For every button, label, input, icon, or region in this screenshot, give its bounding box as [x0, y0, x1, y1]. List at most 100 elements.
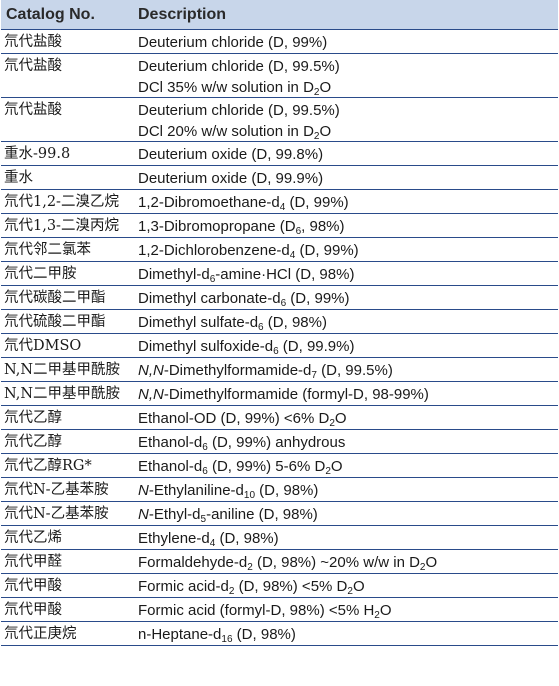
description-line: N,N-Dimethylformamide (formyl-D, 98-99%): [138, 384, 558, 405]
subscript: 2: [313, 131, 320, 142]
subscript: 2: [325, 466, 331, 477]
text-segment: Formic acid (formyl-D, 98%) <5% H: [138, 602, 375, 619]
table-row: 氘代硫酸二甲酯 Dimethyl sulfate-d6 (D, 98%): [1, 310, 558, 334]
description-line: n-Heptane-d16 (D, 98%): [138, 624, 558, 645]
table-row: 氘代盐酸 Deuterium chloride (D, 99.5%) DCl 20%…: [1, 98, 558, 142]
table-row: 氘代甲醛 Formaldehyde-d2 (D, 98%) ~20% w/w in…: [1, 550, 558, 574]
table-body: 氘代盐酸 Deuterium chloride (D, 99%) 氘代盐酸 Deute…: [1, 30, 558, 646]
text-segment: -Dimethylformamide (formyl-D, 98-99%): [163, 386, 429, 403]
table-row: N,N二甲基甲酰胺 N,N-Dimethylformamide (formyl-D…: [1, 382, 558, 406]
text-segment: N: [138, 482, 149, 499]
description-line: Dimethyl sulfoxide-d6 (D, 99.9%): [138, 336, 558, 357]
subscript: 6: [258, 322, 264, 333]
table-row: 氘代DMSO Dimethyl sulfoxide-d6 (D, 99.9%): [1, 334, 558, 358]
text-segment: Dimethyl-d: [138, 266, 210, 283]
description-line: N-Ethylaniline-d10 (D, 98%): [138, 480, 558, 501]
description-line: Deuterium chloride (D, 99.5%): [138, 100, 558, 121]
table-row: N,N二甲基甲酰胺 N,N-Dimethylformamide-d7 (D, 99…: [1, 358, 558, 382]
description-line: Formaldehyde-d2 (D, 98%) ~20% w/w in D2O: [138, 552, 558, 573]
subscript: 6: [202, 466, 208, 477]
table-row: 氘代1,2-二溴乙烷 1,2-Dibromoethane-d4 (D, 99%): [1, 190, 558, 214]
description-cell: Deuterium chloride (D, 99.5%) DCl 35% w/w…: [135, 54, 558, 98]
text-segment: Dimethyl sulfoxide-d: [138, 338, 274, 355]
description-cell: Deuterium oxide (D, 99.9%): [135, 166, 558, 189]
description-cell: Ethanol-OD (D, 99%) <6% D2O: [135, 406, 558, 429]
description-line: N,N-Dimethylformamide-d7 (D, 99.5%): [138, 360, 558, 381]
description-cell: Deuterium chloride (D, 99.5%) DCl 20% w/w…: [135, 98, 558, 142]
text-segment: (D, 98%): [215, 530, 279, 547]
text-segment: Deuterium chloride (D, 99.5%): [138, 102, 340, 119]
catalog-cell: 氘代盐酸: [4, 34, 62, 50]
text-segment: Ethanol-OD (D, 99%) <6% D: [138, 410, 330, 427]
text-segment: (D, 98%): [263, 314, 327, 331]
text-segment: (D, 98%): [255, 482, 319, 499]
text-segment: (D, 99%): [295, 242, 359, 259]
subscript: 5: [200, 514, 207, 525]
description-line: Dimethyl carbonate-d6 (D, 99%): [138, 288, 558, 309]
subscript: 2: [347, 586, 353, 597]
text-segment: n-Heptane-d: [138, 626, 222, 643]
catalog-cell: 氘代盐酸: [4, 58, 62, 74]
description-line: DCl 35% w/w solution in D2O: [138, 77, 558, 98]
table-row: 氘代正庚烷 n-Heptane-d16 (D, 98%): [1, 622, 558, 646]
text-segment: O: [330, 458, 343, 475]
text-segment: 1,3-Dibromopropane (D: [138, 218, 296, 235]
text-segment: -Ethyl-d: [148, 506, 201, 523]
catalog-cell: 氘代乙醇: [4, 434, 62, 450]
description-line: Ethanol-d6 (D, 99%) anhydrous: [138, 432, 558, 453]
subscript: 6: [295, 226, 302, 237]
text-segment: (D, 98%): [232, 626, 296, 643]
description-cell: 1,3-Dibromopropane (D6, 98%): [135, 214, 558, 237]
text-segment: N,N: [138, 386, 164, 403]
catalog-cell: 重水-99.8: [4, 146, 71, 162]
text-segment: (D, 99%) anhydrous: [207, 434, 346, 451]
text-segment: Dimethyl sulfate-d: [138, 314, 259, 331]
text-segment: 1,2-Dibromoethane-d: [138, 194, 280, 211]
text-segment: -aniline (D, 98%): [206, 506, 318, 523]
description-line: Deuterium chloride (D, 99.5%): [138, 56, 558, 77]
text-segment: O: [352, 578, 365, 595]
text-segment: Formic acid-d: [138, 578, 229, 595]
text-segment: , 98%): [301, 218, 345, 235]
catalog-cell: 氘代1,2-二溴乙烷: [4, 194, 119, 210]
description-line: Ethanol-d6 (D, 99%) 5-6% D2O: [138, 456, 558, 477]
catalog-cell: 重水: [4, 170, 33, 186]
subscript: 2: [228, 586, 235, 597]
description-line: 1,3-Dibromopropane (D6, 98%): [138, 216, 558, 237]
catalog-cell: 氘代邻二氯苯: [4, 242, 91, 258]
description-cell: N-Ethylaniline-d10 (D, 98%): [135, 478, 558, 501]
text-segment: (D, 99%): [286, 290, 350, 307]
description-line: DCl 20% w/w solution in D2O: [138, 121, 558, 142]
description-column-header: Description: [138, 6, 227, 23]
text-segment: (D, 98%) <5% D: [234, 578, 348, 595]
text-segment: Deuterium chloride (D, 99%): [138, 34, 328, 51]
subscript: 2: [247, 562, 253, 573]
product-table: Catalog No. Description 氘代盐酸 Deuterium ch…: [1, 0, 558, 646]
text-segment: O: [379, 602, 392, 619]
text-segment: -Ethylaniline-d: [148, 482, 244, 499]
text-segment: O: [319, 79, 332, 96]
description-cell: Ethanol-d6 (D, 99%) anhydrous: [135, 430, 558, 453]
description-cell: N,N-Dimethylformamide (formyl-D, 98-99%): [135, 382, 558, 405]
text-segment: O: [334, 410, 347, 427]
table-row: 氘代乙醇RG* Ethanol-d6 (D, 99%) 5-6% D2O: [1, 454, 558, 478]
table-row: 氘代二甲胺 Dimethyl-d6-amine·HCl (D, 98%): [1, 262, 558, 286]
text-segment: -amine·HCl (D, 98%): [215, 266, 355, 283]
table-row: 氘代甲酸 Formic acid-d2 (D, 98%) <5% D2O: [1, 574, 558, 598]
subscript: 6: [280, 298, 287, 309]
text-segment: Deuterium oxide (D, 99.9%): [138, 170, 324, 187]
text-segment: (D, 99%): [285, 194, 349, 211]
text-segment: Ethanol-d: [138, 434, 203, 451]
table-row: 氘代N-乙基苯胺 N-Ethylaniline-d10 (D, 98%): [1, 478, 558, 502]
subscript: 6: [202, 442, 208, 453]
catalog-cell: 氘代乙醇: [4, 410, 62, 426]
text-segment: N: [138, 506, 149, 523]
table-row: 氘代乙醇 Ethanol-d6 (D, 99%) anhydrous: [1, 430, 558, 454]
catalog-cell: 氘代DMSO: [4, 338, 82, 354]
subscript: 2: [313, 87, 320, 98]
catalog-cell: 氘代盐酸: [4, 102, 62, 118]
text-segment: O: [425, 554, 438, 571]
text-segment: 1,2-Dichlorobenzene-d: [138, 242, 290, 259]
description-cell: Ethylene-d4 (D, 98%): [135, 526, 558, 549]
description-cell: Deuterium oxide (D, 99.8%): [135, 142, 558, 165]
